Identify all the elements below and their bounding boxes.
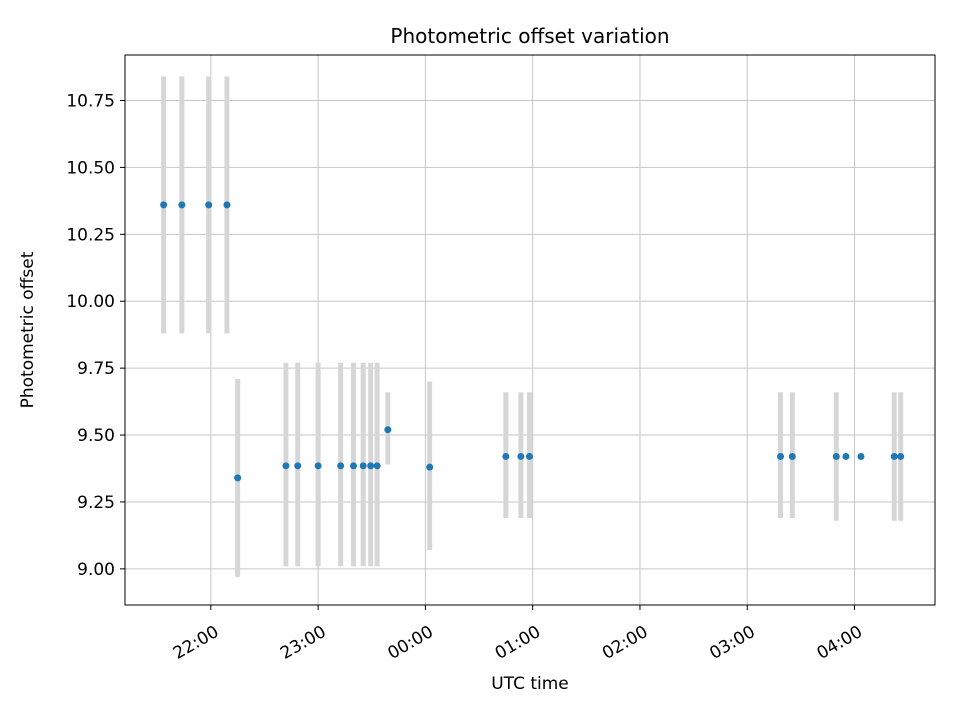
chart-title: Photometric offset variation xyxy=(390,24,670,48)
data-point xyxy=(178,201,186,209)
y-tick-label: 9.50 xyxy=(77,426,115,446)
data-point xyxy=(502,452,510,460)
y-tick-label: 10.00 xyxy=(66,292,115,312)
y-tick-label: 10.75 xyxy=(66,91,115,111)
y-tick-label: 10.50 xyxy=(66,158,115,178)
data-point xyxy=(367,462,375,470)
data-point xyxy=(359,462,367,470)
x-axis-label: UTC time xyxy=(491,674,569,694)
x-tick-label: 02:00 xyxy=(599,622,651,664)
data-point xyxy=(205,201,213,209)
data-point xyxy=(857,452,865,460)
data-point xyxy=(337,462,345,470)
data-point xyxy=(897,452,905,460)
data-point xyxy=(890,452,898,460)
data-point xyxy=(788,452,796,460)
data-point xyxy=(426,463,434,471)
y-tick-label: 9.75 xyxy=(77,359,115,379)
y-tick-label: 10.25 xyxy=(66,225,115,245)
data-point xyxy=(517,452,525,460)
data-point xyxy=(842,452,850,460)
y-axis-label: Photometric offset xyxy=(18,251,38,409)
x-tick-label: 00:00 xyxy=(384,622,436,664)
data-point xyxy=(525,452,533,460)
data-point xyxy=(350,462,358,470)
x-tick-label: 23:00 xyxy=(277,622,329,664)
y-tick-label: 9.00 xyxy=(77,560,115,580)
x-tick-label: 22:00 xyxy=(170,622,222,664)
data-point xyxy=(234,474,242,482)
x-tick-label: 03:00 xyxy=(706,622,758,664)
data-point xyxy=(160,201,168,209)
data-point xyxy=(373,462,381,470)
data-point xyxy=(223,201,231,209)
data-point xyxy=(777,452,785,460)
data-point xyxy=(832,452,840,460)
x-tick-label: 04:00 xyxy=(814,622,866,664)
data-point xyxy=(314,462,322,470)
data-point xyxy=(282,462,290,470)
data-point xyxy=(294,462,302,470)
x-tick-label: 01:00 xyxy=(492,622,544,664)
axes-frame xyxy=(124,54,936,606)
y-tick-label: 9.25 xyxy=(77,493,115,513)
data-point xyxy=(384,426,392,434)
